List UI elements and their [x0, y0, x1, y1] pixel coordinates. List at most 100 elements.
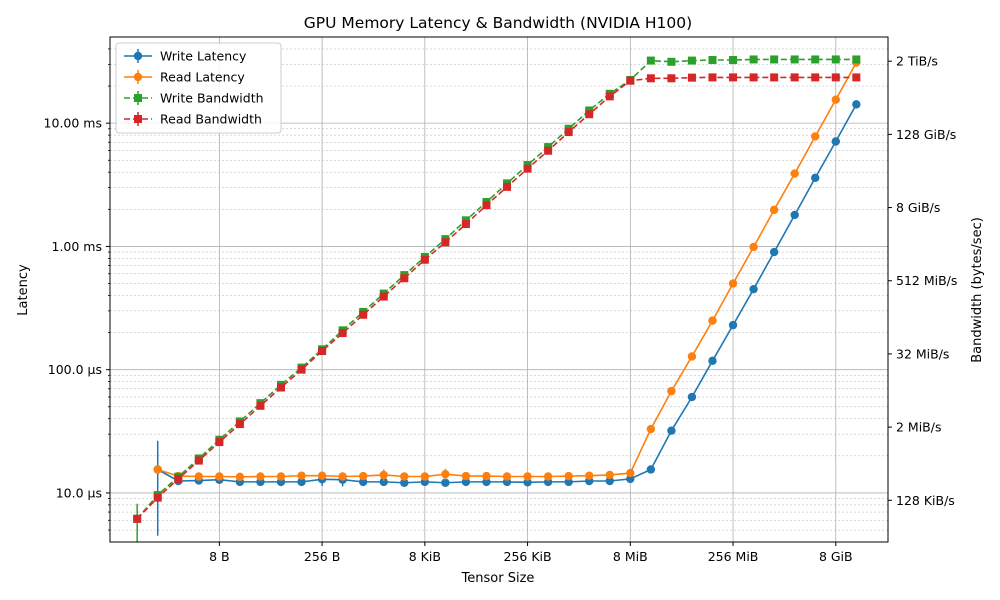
data-point	[831, 73, 840, 82]
y-axis-label: Latency	[16, 264, 31, 316]
y2-tick-label: 8 GiB/s	[896, 200, 940, 215]
data-point	[831, 95, 840, 104]
data-point	[626, 474, 635, 484]
data-point	[811, 173, 820, 183]
legend-marker	[133, 72, 143, 82]
data-point	[585, 110, 594, 119]
data-point	[564, 477, 573, 487]
data-point	[811, 73, 820, 82]
data-point	[441, 238, 450, 247]
y-tick-label: 100.0 µs	[48, 362, 102, 377]
data-point	[502, 472, 512, 481]
data-point	[831, 55, 840, 64]
data-point	[790, 55, 799, 64]
y2-tick-label: 32 MiB/s	[896, 346, 949, 361]
data-point	[297, 471, 306, 480]
data-point	[687, 73, 696, 82]
data-point	[852, 100, 861, 109]
data-point	[728, 279, 738, 288]
data-point	[276, 472, 286, 481]
data-point	[235, 472, 245, 482]
data-point	[729, 73, 738, 82]
data-point	[420, 472, 430, 481]
data-point	[482, 471, 491, 481]
y2-tick-label: 128 GiB/s	[896, 127, 956, 142]
data-point	[482, 201, 491, 210]
data-point	[359, 310, 368, 319]
y-axis-left: 10.0 µs 100.0 µs 1.00 ms 10.00 ms	[44, 48, 110, 531]
data-point	[605, 476, 614, 486]
legend-marker	[133, 51, 143, 61]
data-point	[215, 438, 224, 447]
x-tick-label: 256 KiB	[504, 549, 552, 564]
data-point	[729, 56, 738, 65]
y-tick-label: 10.00 ms	[44, 116, 102, 131]
grid	[110, 37, 888, 542]
data-point	[461, 477, 471, 487]
y-axis-right: 128 KiB/s 2 MiB/s 32 MiB/s 512 MiB/s 8 GiB/s…	[888, 54, 957, 508]
data-point	[687, 352, 697, 361]
data-point	[215, 472, 224, 481]
data-point	[564, 128, 573, 137]
data-point	[687, 56, 696, 65]
data-point	[790, 73, 799, 82]
legend-label: Write Latency	[160, 49, 247, 64]
data-point	[667, 57, 676, 66]
y2-tick-label: 2 MiB/s	[896, 420, 941, 435]
data-point	[194, 456, 203, 465]
data-point	[358, 477, 368, 487]
data-point	[523, 472, 532, 481]
data-point	[338, 329, 347, 338]
x-tick-label: 8 KiB	[409, 549, 441, 564]
series-line	[157, 104, 858, 484]
data-point	[852, 55, 861, 64]
data-point	[441, 469, 450, 479]
data-point	[626, 76, 635, 85]
data-point	[523, 164, 532, 173]
data-point	[852, 73, 861, 82]
data-point	[646, 56, 655, 65]
x-axis: 8 B 256 B 8 KiB 256 KiB 8 MiB 256 MiB 8 GiB	[209, 542, 853, 564]
data-point	[728, 320, 738, 330]
data-point	[790, 210, 799, 220]
data-point	[831, 137, 840, 146]
chart-title: GPU Memory Latency & Bandwidth (NVIDIA H…	[304, 14, 692, 32]
data-point	[461, 220, 470, 229]
y2-axis-label: Bandwidth (bytes/sec)	[970, 217, 985, 363]
data-point	[379, 477, 388, 487]
x-axis-label: Tensor Size	[461, 571, 535, 586]
x-tick-label: 8 B	[209, 549, 230, 564]
y-tick-label: 10.0 µs	[56, 485, 102, 500]
data-point	[790, 169, 799, 178]
data-point	[687, 392, 697, 402]
data-point	[749, 284, 758, 294]
y2-tick-label: 512 MiB/s	[896, 273, 957, 288]
data-point	[400, 478, 409, 487]
data-point	[770, 73, 779, 82]
data-point	[646, 424, 656, 434]
data-point	[769, 247, 779, 257]
legend: Write Latency Read Latency Write Bandwidth…	[115, 42, 282, 134]
data-point	[605, 470, 614, 480]
data-point	[585, 471, 594, 480]
series-write-latency	[153, 100, 861, 536]
data-point	[338, 472, 347, 481]
data-point	[400, 472, 409, 481]
data-point	[503, 182, 512, 191]
data-point	[811, 132, 820, 141]
data-point	[544, 146, 553, 155]
legend-marker	[134, 94, 142, 102]
data-point	[708, 56, 717, 65]
data-point	[605, 92, 614, 101]
data-point	[523, 478, 532, 487]
data-point	[379, 470, 388, 480]
data-point	[153, 465, 162, 474]
data-point	[297, 477, 306, 487]
data-point	[770, 55, 779, 64]
x-tick-label: 8 GiB	[819, 549, 853, 564]
data-point	[749, 242, 758, 252]
data-point	[646, 465, 656, 474]
x-tick-label: 256 B	[304, 549, 340, 564]
data-point	[667, 426, 676, 435]
y-tick-label: 1.00 ms	[52, 239, 103, 254]
